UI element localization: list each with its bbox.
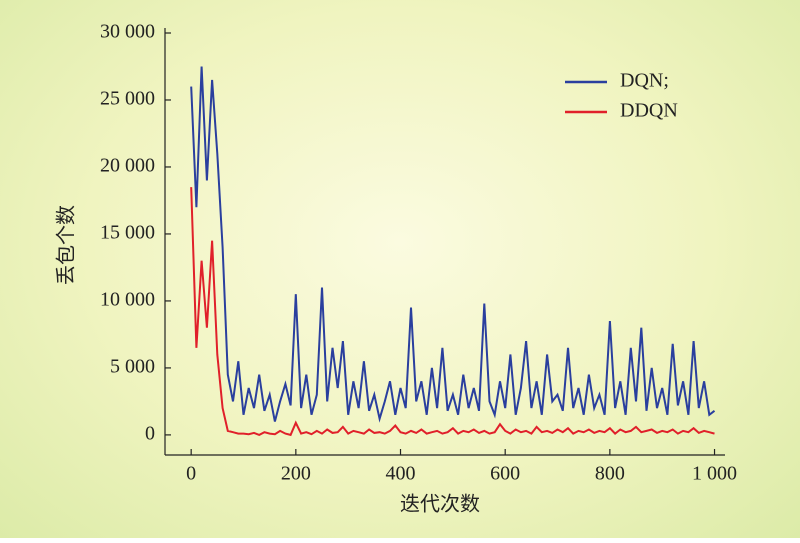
y-tick-label: 15 000	[100, 222, 155, 244]
y-tick-label: 0	[145, 422, 155, 444]
y-tick-label: 20 000	[100, 155, 155, 177]
y-tick-label: 25 000	[100, 88, 155, 110]
x-axis-label: 迭代次数	[400, 493, 480, 516]
line-series	[190, 187, 715, 437]
y-tick-label: 5 000	[110, 356, 155, 378]
legend-label: DQN;	[620, 70, 669, 92]
y-tick-label: 30 000	[100, 21, 155, 43]
y-tick-label: 10 000	[100, 289, 155, 311]
x-tick-label: 0	[186, 463, 196, 485]
x-tick-label: 400	[386, 463, 416, 485]
x-tick-label: 800	[595, 463, 625, 485]
line-series	[190, 66, 716, 423]
x-tick-label: 600	[490, 463, 520, 485]
y-axis-label: 丢包个数	[55, 205, 78, 285]
legend-label: DDQN	[620, 100, 678, 122]
x-tick-label: 200	[281, 463, 311, 485]
x-tick-label: 1 000	[692, 463, 737, 485]
